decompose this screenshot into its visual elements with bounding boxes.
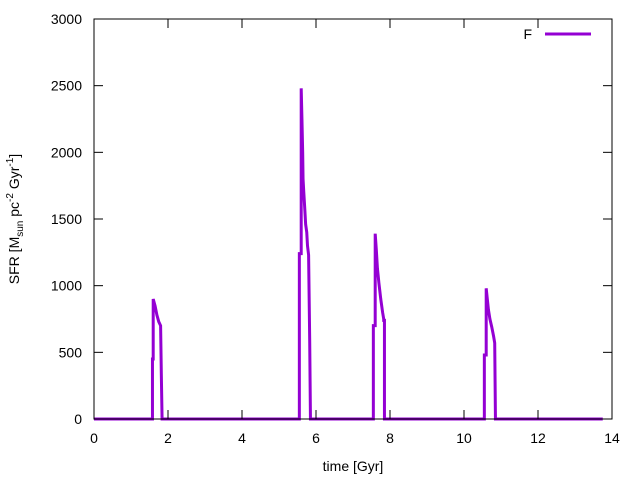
x-tick-label: 10: [456, 430, 472, 446]
x-axis-label: time [Gyr]: [323, 458, 384, 474]
x-tick-label: 6: [312, 430, 320, 446]
plot-frame: [93, 18, 613, 420]
y-tick-label: 0: [74, 411, 82, 427]
series-line-f: [94, 88, 603, 421]
y-label-prefix: SFR [M: [6, 237, 22, 284]
y-tick-label: 1000: [51, 278, 82, 294]
x-tick-label: 4: [238, 430, 246, 446]
y-tick-label: 3000: [51, 11, 82, 27]
y-label-gyr: Gyr: [6, 166, 22, 193]
y-tick-label: 2500: [51, 78, 82, 94]
y-label-pc: pc: [6, 202, 22, 221]
y-tick-label: 1500: [51, 211, 82, 227]
y-label-suffix: ]: [6, 154, 22, 158]
x-tick-label: 2: [164, 430, 172, 446]
legend: F: [523, 26, 591, 42]
legend-label-f: F: [523, 26, 532, 42]
y-axis-label: SFR [Msun pc-2 Gyr-1]: [5, 154, 26, 284]
y-label-sup-2: -2: [5, 193, 16, 202]
y-label-sup-1: -1: [5, 157, 16, 166]
y-tick-label: 2000: [51, 144, 82, 160]
ticks-layer: 0 2 4 6 8 10 12 14 0 500 1000 1500 2000 2500 3000: [51, 11, 620, 446]
y-label-sub-sun: sun: [15, 221, 26, 237]
y-tick-label: 500: [59, 344, 83, 360]
x-tick-label: 14: [604, 430, 620, 446]
series-layer: [94, 88, 603, 421]
x-tick-label: 12: [530, 430, 546, 446]
x-tick-label: 0: [90, 430, 98, 446]
x-tick-label: 8: [386, 430, 394, 446]
